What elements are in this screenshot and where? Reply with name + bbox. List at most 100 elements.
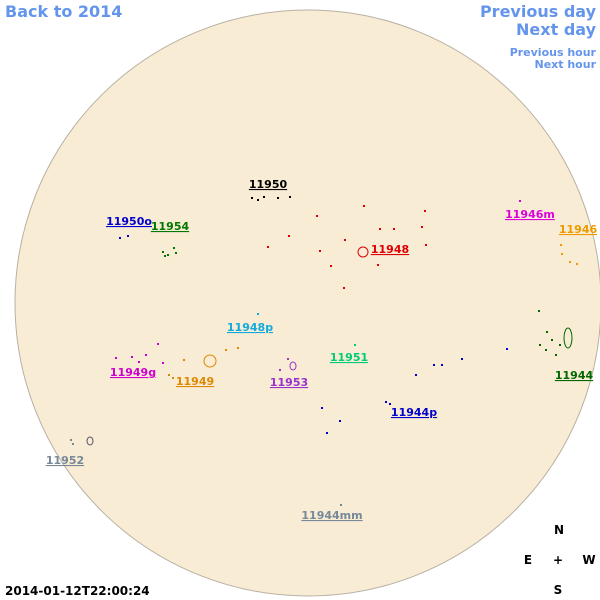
compass-south: S (554, 583, 563, 597)
sunspot (421, 226, 423, 228)
region-label[interactable]: 11944p (391, 406, 437, 419)
sunspot (424, 210, 426, 212)
region-label[interactable]: 11948 (371, 243, 409, 256)
sunspot (263, 196, 265, 198)
region-label[interactable]: 11953 (270, 376, 308, 389)
sunspot (519, 200, 521, 202)
sunspot (257, 199, 259, 201)
next-day-link[interactable]: Next day (516, 20, 597, 39)
sunspot (389, 403, 391, 405)
sunspot (343, 287, 345, 289)
sunspot (279, 369, 281, 371)
sunspot (72, 443, 74, 445)
sunspot (569, 261, 571, 263)
sunspot (287, 358, 289, 360)
compass: N E + W S (524, 523, 596, 597)
sunspot (162, 251, 164, 253)
sunspot (559, 344, 561, 346)
region-label[interactable]: 11952 (46, 454, 84, 467)
previous-day-link[interactable]: Previous day (480, 2, 597, 21)
sunspot (173, 247, 175, 249)
sunspot (251, 197, 253, 199)
sunspot (257, 313, 259, 315)
sunspot (157, 343, 159, 345)
sunspot (168, 374, 170, 376)
region-label[interactable]: 11948p (227, 321, 273, 334)
sunspot (115, 357, 117, 359)
sunspot (288, 235, 290, 237)
spot-outline (86, 436, 94, 446)
compass-west: W (582, 553, 595, 567)
sunspot (326, 432, 328, 434)
sunspot (164, 255, 166, 257)
sunspot (131, 356, 133, 358)
sunspot (289, 196, 291, 198)
region-label[interactable]: 11949 (176, 375, 214, 388)
region-label[interactable]: 11946m (505, 208, 555, 221)
sunspot (138, 361, 140, 363)
sunspot (167, 254, 169, 256)
spot-outline (563, 327, 573, 349)
region-label[interactable]: 11944mm (301, 509, 362, 522)
next-hour-link[interactable]: Next hour (535, 58, 597, 71)
sunspot (237, 347, 239, 349)
sunspot (441, 364, 443, 366)
sunspot (145, 354, 147, 356)
region-marker (203, 354, 217, 368)
sunspot (316, 215, 318, 217)
sunspot (183, 359, 185, 361)
sunspot (340, 504, 342, 506)
spot-outline (289, 361, 297, 371)
sunspot (277, 197, 279, 199)
sunspot (425, 244, 427, 246)
sunspot (461, 358, 463, 360)
sunspot (344, 239, 346, 241)
region-label[interactable]: 11951 (330, 351, 368, 364)
sunspot (538, 310, 540, 312)
sunspot (555, 354, 557, 356)
sunspot (175, 252, 177, 254)
compass-east: E (524, 553, 532, 567)
region-label[interactable]: 11954 (151, 220, 190, 233)
region-label[interactable]: 11949g (110, 366, 156, 379)
timestamp: 2014-01-12T22:00:24 (5, 584, 150, 598)
sunspot (506, 348, 508, 350)
sunspot (119, 237, 121, 239)
back-link[interactable]: Back to 2014 (5, 2, 122, 21)
sunspot (70, 439, 72, 441)
compass-center: + (553, 553, 563, 567)
sunspot (576, 263, 578, 265)
compass-north: N (554, 523, 564, 537)
region-marker (357, 246, 369, 258)
sunspot (560, 244, 562, 246)
sunspot (545, 349, 547, 351)
sunspot (330, 265, 332, 267)
sunspot (339, 420, 341, 422)
sunspot (363, 205, 365, 207)
solar-disk (14, 9, 600, 597)
previous-hour-link[interactable]: Previous hour (510, 46, 597, 59)
region-label[interactable]: 11946 (559, 223, 598, 236)
sunspot (354, 344, 356, 346)
sunspot (127, 235, 129, 237)
sunspot (415, 374, 417, 376)
sunspot (267, 246, 269, 248)
sunspot (551, 339, 553, 341)
region-label[interactable]: 11950 (249, 178, 288, 191)
sunspot (162, 362, 164, 364)
sunspot (539, 344, 541, 346)
sunspot (561, 253, 563, 255)
region-label[interactable]: 11950o (106, 215, 152, 228)
sunspot (319, 250, 321, 252)
sunspot (377, 264, 379, 266)
sunspot (393, 228, 395, 230)
sunspot (379, 228, 381, 230)
sunspot (385, 401, 387, 403)
sunspot (321, 407, 323, 409)
region-label[interactable]: 11944 (555, 369, 594, 382)
sunspot (225, 349, 227, 351)
sunspot (433, 364, 435, 366)
sunspot (546, 331, 548, 333)
sunspot (172, 377, 174, 379)
